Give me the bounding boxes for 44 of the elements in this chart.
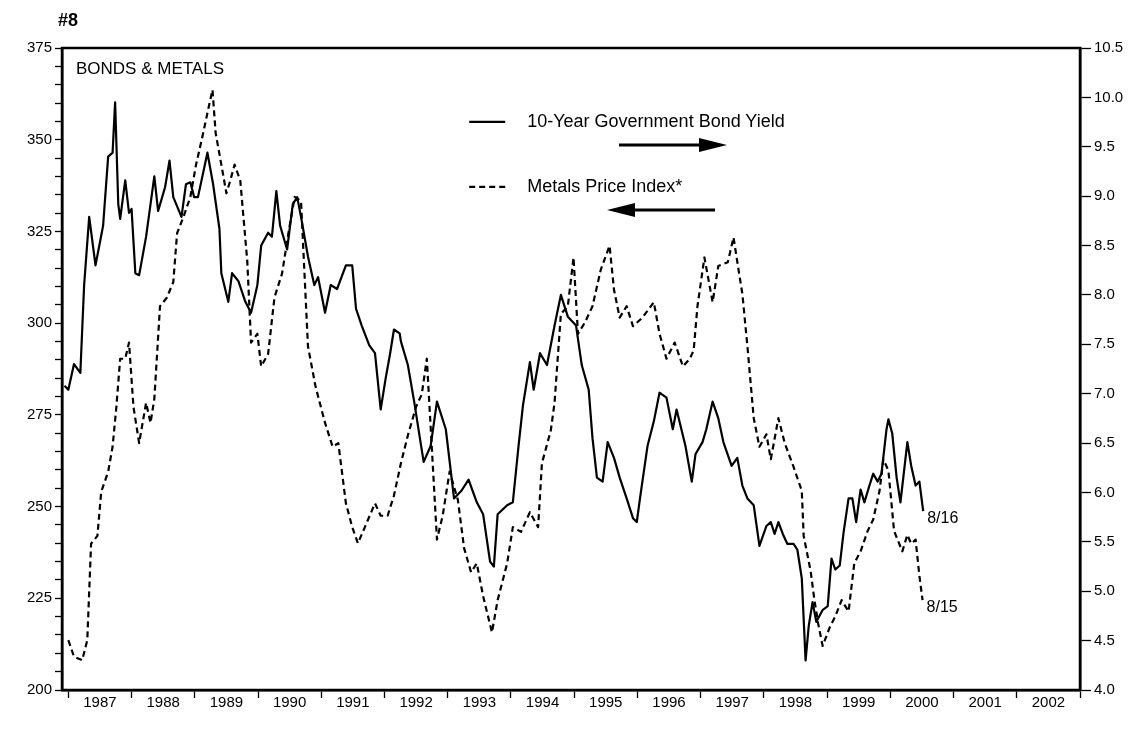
annotation: 8/16 xyxy=(927,509,959,527)
x-tick-label: 1996 xyxy=(652,693,686,711)
y-tick-label: 325 xyxy=(26,221,52,239)
x-tick-label: 1987 xyxy=(83,693,117,711)
y2-tick-label: 7.0 xyxy=(1094,383,1115,401)
y2-tick-label: 9.0 xyxy=(1094,186,1115,204)
y2-tick-label: 6.5 xyxy=(1094,433,1115,451)
x-tick-label: 1998 xyxy=(778,693,813,711)
y2-tick-label: 5.5 xyxy=(1094,531,1115,549)
x-tick-label: 2000 xyxy=(905,693,939,711)
x-tick-label: 1991 xyxy=(336,693,370,711)
y-tick-label: 275 xyxy=(26,405,52,422)
y-tick-label: 350 xyxy=(26,129,52,147)
x-tick-label: 2001 xyxy=(968,693,1002,711)
x-tick-label: 1997 xyxy=(715,693,749,711)
x-tick-label: 1999 xyxy=(842,693,876,711)
legend-label: 10-Year Government Bond Yield xyxy=(527,110,785,131)
y-tick-label: 300 xyxy=(26,313,52,331)
y2-tick-label: 8.0 xyxy=(1094,285,1115,303)
y2-tick-label: 4.5 xyxy=(1094,630,1115,648)
y-tick-label: 200 xyxy=(26,680,52,698)
text: #8 xyxy=(58,10,79,30)
x-tick-label: 1995 xyxy=(589,693,623,711)
y2-tick-label: 8.5 xyxy=(1094,235,1115,253)
y-tick-label: 375 xyxy=(26,38,52,56)
y2-tick-label: 10.0 xyxy=(1094,87,1124,105)
x-tick-label: 1988 xyxy=(146,693,180,711)
text: BONDS & METALS xyxy=(76,59,224,78)
y-tick-label: 225 xyxy=(26,588,52,606)
x-tick-label: 2002 xyxy=(1031,693,1066,711)
x-tick-label: 1989 xyxy=(209,693,244,711)
legend-label: Metals Price Index* xyxy=(527,175,683,196)
y2-tick-label: 4.0 xyxy=(1094,680,1115,698)
x-tick-label: 1992 xyxy=(399,693,433,711)
x-tick-label: 1993 xyxy=(462,693,496,711)
x-tick-label: 1994 xyxy=(525,693,560,711)
y-tick-label: 250 xyxy=(26,496,52,514)
y2-tick-label: 5.0 xyxy=(1094,581,1115,599)
y2-tick-label: 10.5 xyxy=(1094,38,1124,56)
y2-tick-label: 9.5 xyxy=(1094,136,1115,154)
annotation: 8/15 xyxy=(926,598,958,616)
y2-tick-label: 7.5 xyxy=(1094,334,1115,352)
x-tick-label: 1990 xyxy=(272,693,307,711)
y2-tick-label: 6.0 xyxy=(1094,482,1115,500)
